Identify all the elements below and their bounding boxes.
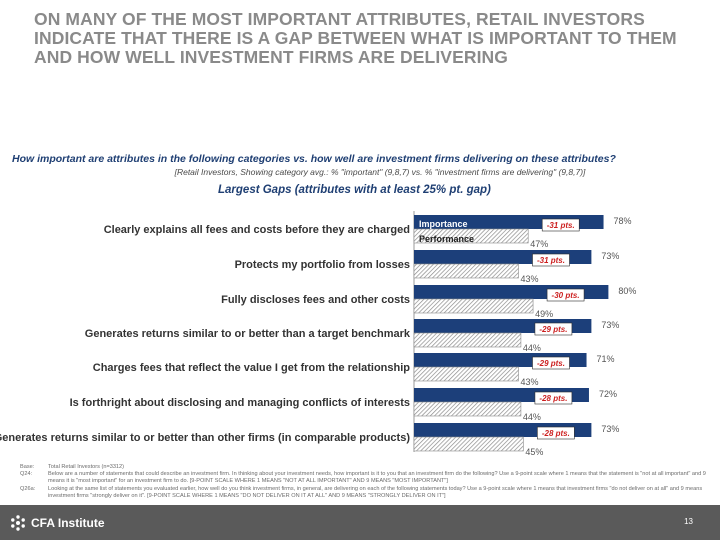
slide-footer: CFA Institute 13: [0, 505, 720, 540]
gap-callout: [532, 356, 570, 370]
performance-value-label: 49%: [535, 309, 553, 319]
performance-bar: [413, 332, 522, 348]
importance-value-label: 72%: [599, 389, 617, 399]
importance-value-label: 73%: [601, 251, 619, 261]
gap-callout: [537, 426, 575, 440]
chart-title: Largest Gaps (attributes with at least 2…: [218, 184, 491, 196]
note-q24: Q24: Below are a number of statements th…: [20, 471, 706, 485]
gap-label: -29 pts.: [539, 325, 567, 334]
category-label: Generates returns similar to or better t…: [0, 432, 410, 444]
gap-label: -31 pts.: [537, 256, 565, 265]
performance-value-label: 44%: [523, 412, 541, 422]
performance-value-label: 45%: [525, 447, 543, 457]
importance-value-label: 73%: [601, 320, 619, 330]
legend-performance: Performance: [419, 234, 474, 244]
gap-callout: [541, 218, 580, 232]
performance-value-label: 43%: [520, 274, 538, 284]
gap-label: -31 pts.: [547, 221, 575, 230]
performance-bar: [413, 263, 519, 279]
gap-label: -28 pts.: [542, 429, 570, 438]
legend-importance: Importance: [419, 219, 468, 229]
gap-callout: [546, 288, 585, 302]
performance-bar: [413, 228, 529, 244]
importance-value-label: 71%: [597, 354, 615, 364]
category-label: Is forthright about disclosing and manag…: [70, 397, 410, 409]
category-label: Generates returns similar to or better t…: [85, 328, 411, 340]
gap-bar-chart: Clearly explains all fees and costs befo…: [0, 211, 636, 457]
slide-headline: ON MANY OF THE MOST IMPORTANT ATTRIBUTES…: [34, 9, 677, 67]
importance-value-label: 78%: [614, 216, 632, 226]
survey-subquestion: [Retail Investors, Showing category avg.…: [174, 167, 586, 177]
note-base: Base: Total Retail Investors (n=3312): [20, 464, 125, 470]
page-number: 13: [684, 517, 693, 526]
importance-value-label: 73%: [601, 424, 619, 434]
performance-bar: [413, 436, 524, 452]
performance-bar: [413, 366, 519, 382]
category-label: Charges fees that reflect the value I ge…: [93, 362, 411, 374]
gap-callout: [534, 322, 573, 336]
survey-question: How important are attributes in the foll…: [12, 153, 616, 165]
note-q26a: Q26a: Looking at the same list of statem…: [20, 485, 703, 499]
category-label: Clearly explains all fees and costs befo…: [104, 224, 410, 236]
performance-bar: [413, 298, 534, 314]
gap-label: -30 pts.: [552, 291, 580, 300]
cfa-logo: CFA Institute: [10, 514, 105, 531]
cfa-globe-icon: [11, 514, 25, 531]
category-label: Protects my portfolio from losses: [235, 259, 410, 271]
gap-callout: [532, 253, 570, 267]
category-label: Fully discloses fees and other costs: [221, 294, 410, 306]
gap-label: -29 pts.: [537, 359, 565, 368]
footnotes: Base: Total Retail Investors (n=3312) Q2…: [20, 464, 710, 500]
gap-label: -28 pts.: [539, 394, 567, 403]
performance-bar: [413, 401, 522, 417]
performance-value-label: 44%: [523, 343, 541, 353]
logo-text: CFA Institute: [31, 515, 105, 530]
performance-value-label: 47%: [530, 239, 548, 249]
importance-value-label: 80%: [618, 286, 636, 296]
performance-value-label: 43%: [520, 377, 538, 387]
gap-callout: [534, 391, 573, 405]
